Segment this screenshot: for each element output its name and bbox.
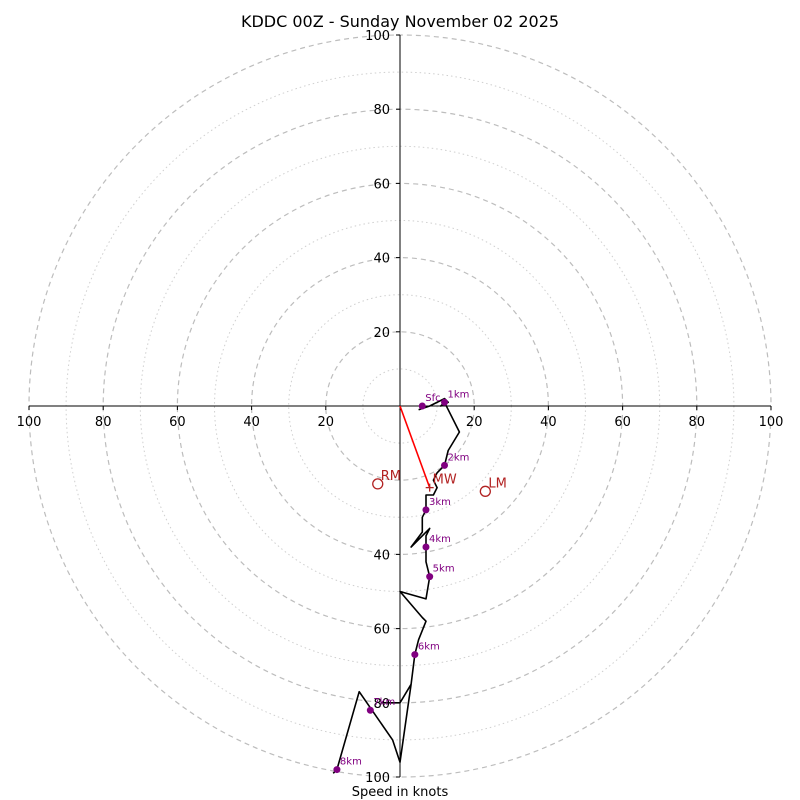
hodograph-trace-group xyxy=(332,397,461,774)
chart-title: KDDC 00Z - Sunday November 02 2025 xyxy=(241,12,559,31)
y-tick-label: 100 xyxy=(365,771,390,786)
storm-motion-rm-label: RM xyxy=(381,469,401,484)
height-marker-group: Sfc 1km 2km 3km 4km 5km 6km 7km 8km xyxy=(333,389,470,774)
height-label-4km: 4km xyxy=(429,534,451,545)
height-label-3km: 3km xyxy=(429,497,451,508)
height-marker-8km xyxy=(333,766,341,774)
y-tick-label: 40 xyxy=(373,548,390,563)
height-marker-7km xyxy=(366,706,374,714)
x-tick-label: 40 xyxy=(243,415,260,430)
x-tick-label: 40 xyxy=(540,415,557,430)
storm-motion-mw-label: MW xyxy=(433,473,457,488)
height-label-1km: 1km xyxy=(448,389,470,400)
x-tick-label: 80 xyxy=(95,415,112,430)
x-tick-label: 60 xyxy=(169,415,186,430)
height-marker-3km xyxy=(422,506,430,514)
height-label-7km: 7km xyxy=(373,697,395,708)
storm-motion-lm-label: LM xyxy=(488,476,506,491)
height-label-6km: 6km xyxy=(418,642,440,653)
x-axis-label: Speed in knots xyxy=(352,785,449,800)
y-tick-label: 60 xyxy=(373,177,390,192)
x-tick-label: 100 xyxy=(17,415,42,430)
x-tick-label: 80 xyxy=(689,415,706,430)
height-label-5km: 5km xyxy=(433,564,455,575)
height-label-sfc: Sfc xyxy=(425,393,440,404)
y-tick-label: 60 xyxy=(373,623,390,638)
storm-motion-lm-marker xyxy=(479,485,491,497)
height-marker-1km xyxy=(441,398,449,406)
y-tick-label: 80 xyxy=(373,103,390,118)
height-marker-sfc xyxy=(418,402,426,410)
y-tick-label: 20 xyxy=(373,326,390,341)
height-marker-6km xyxy=(411,651,419,659)
height-label-8km: 8km xyxy=(340,757,362,768)
x-tick-label: 60 xyxy=(614,415,631,430)
height-label-2km: 2km xyxy=(448,452,470,463)
y-tick-label: 100 xyxy=(365,29,390,44)
tick-labels: 100 80 60 40 20 20 40 60 80 100 100 80 60 40 20 40 60 80 1… xyxy=(17,29,784,786)
x-tick-label: 20 xyxy=(466,415,483,430)
height-marker-4km xyxy=(422,543,430,551)
storm-motion-group: RM LM MW xyxy=(372,405,507,497)
storm-motion-rm-marker xyxy=(372,478,384,490)
y-tick-label: 80 xyxy=(373,697,390,712)
x-tick-label: 100 xyxy=(759,415,784,430)
mean-wind-vector xyxy=(399,405,431,488)
x-tick-label: 20 xyxy=(318,415,335,430)
y-tick-label: 40 xyxy=(373,252,390,267)
height-marker-2km xyxy=(441,461,449,469)
hodograph-line xyxy=(332,397,461,774)
height-marker-5km xyxy=(426,573,434,581)
